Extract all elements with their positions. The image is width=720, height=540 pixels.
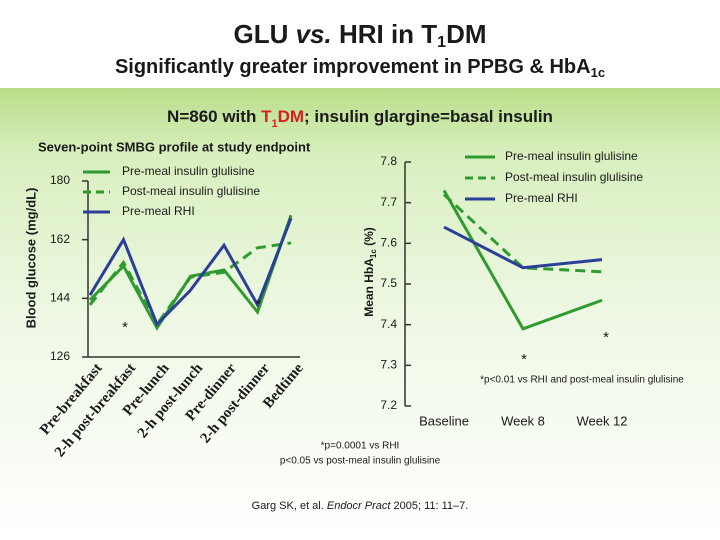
annotation: *: [122, 319, 128, 336]
y-tick-label: 7.2: [380, 398, 397, 412]
x-tick-label: Week 12: [576, 413, 627, 428]
green-band: [0, 88, 720, 540]
footnote: *p<0.01 vs RHI and post-meal insulin glu…: [480, 375, 684, 386]
annotation: *: [603, 329, 609, 346]
citation: Garg SK, et al. Endocr Pract 2005; 11: 1…: [252, 500, 469, 512]
banner: N=860 with T1DM; insulin glargine=basal …: [167, 107, 553, 129]
annotation: *: [521, 351, 527, 368]
legend-label: Pre-meal RHI: [122, 204, 195, 218]
y-axis-label: Mean HbA1c (%): [362, 227, 378, 317]
series-line: [442, 193, 603, 274]
y-tick-label: 7.3: [380, 358, 397, 372]
y-tick-label: 7.8: [380, 154, 397, 168]
y-tick-label: 7.6: [380, 236, 397, 250]
x-tick-label: Week 8: [501, 413, 545, 428]
series-line: [88, 217, 293, 328]
y-tick-label: 180: [50, 173, 70, 187]
footnote: p<0.05 vs post-meal insulin glulisine: [280, 456, 441, 467]
annotation: *: [255, 296, 261, 313]
y-axis-label: Blood glucose (mg/dL): [23, 188, 38, 329]
legend-label: Post-meal insulin glulisine: [122, 184, 260, 198]
series-line: [88, 241, 292, 328]
legend-label: Post-meal insulin glulisine: [505, 170, 643, 184]
legend-label: Pre-meal insulin glulisine: [122, 164, 255, 178]
y-tick-label: 7.5: [380, 276, 397, 290]
slide-subtitle: Significantly greater improvement in PPB…: [115, 56, 605, 80]
y-tick-label: 144: [50, 291, 70, 305]
x-tick-label: Baseline: [419, 413, 469, 428]
y-tick-label: 7.4: [380, 317, 397, 331]
y-tick-label: 7.7: [380, 195, 397, 209]
chart-title: Seven-point SMBG profile at study endpoi…: [38, 139, 311, 154]
slide-title: GLU vs. HRI in T1DM: [233, 19, 486, 51]
legend-label: Pre-meal RHI: [505, 191, 578, 205]
footnote: *p=0.0001 vs RHI: [321, 441, 400, 452]
y-tick-label: 126: [50, 349, 70, 363]
series-line: [442, 189, 603, 331]
series-line: [443, 225, 603, 270]
y-tick-label: 162: [50, 232, 70, 246]
legend-label: Pre-meal insulin glulisine: [505, 149, 638, 163]
